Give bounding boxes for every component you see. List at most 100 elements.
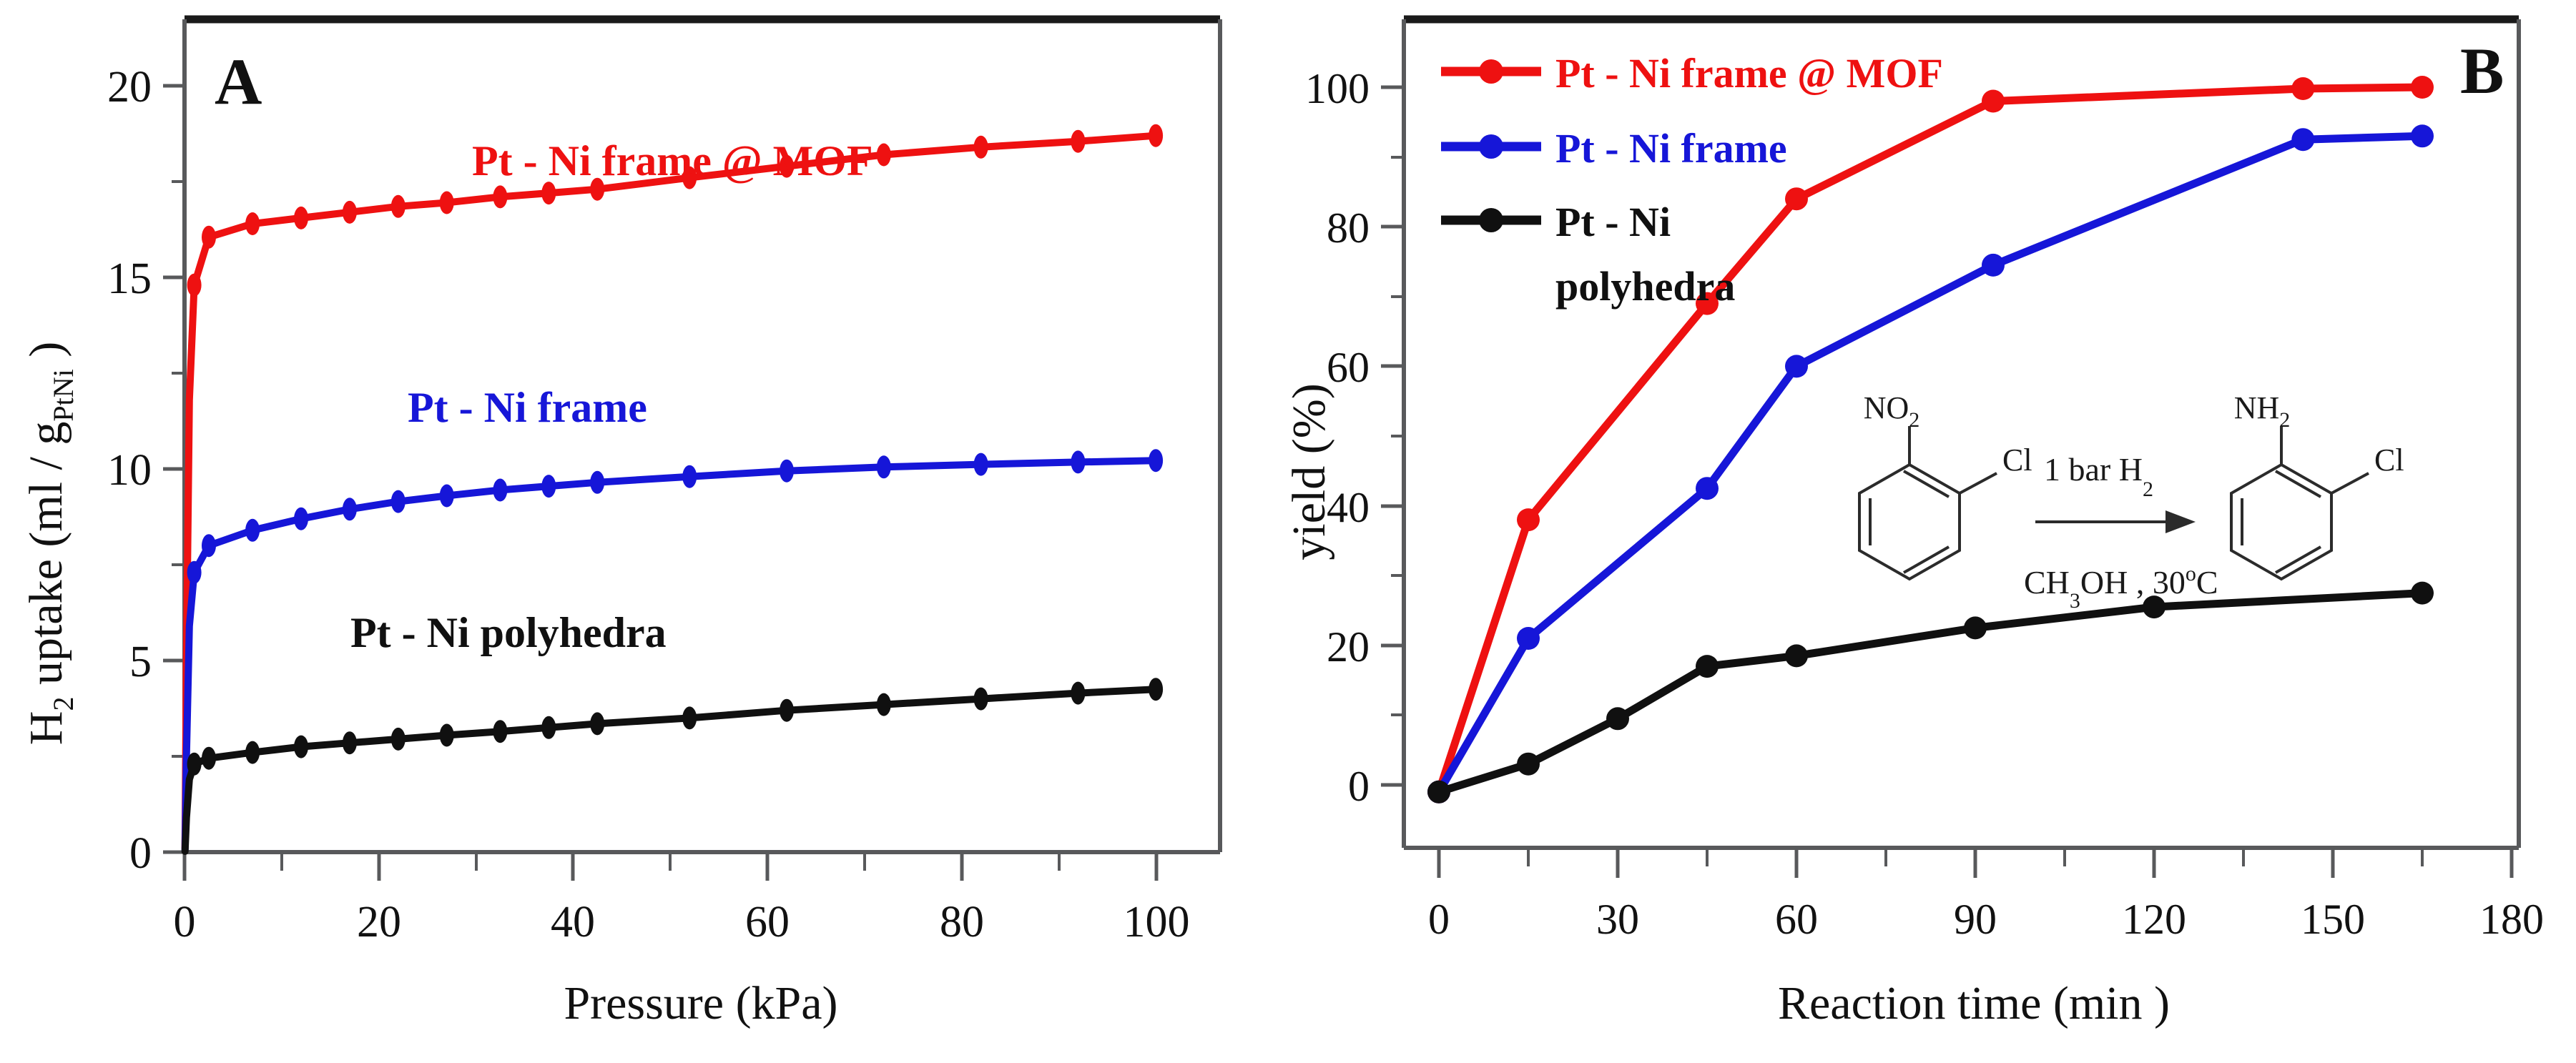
panel-b-ytick-40: 40 — [1327, 484, 1370, 531]
panel-a-marker-1-10 — [493, 478, 508, 502]
condition-below-deg: o — [2186, 562, 2196, 585]
panel-a-marker-0-6 — [294, 206, 308, 229]
panel-a-ytick-20: 20 — [107, 63, 152, 112]
legend-entry-blue[interactable]: Pt - Ni frame — [1441, 125, 1787, 172]
panel-b-xtick-60: 60 — [1775, 896, 1818, 943]
panel-b-marker-2-5 — [1964, 616, 1987, 640]
panel-b-y-axis-title: yield (%) — [1287, 383, 1335, 560]
panel-b-marker-0-3 — [1785, 187, 1808, 211]
panel-b-ytick-80: 80 — [1327, 204, 1370, 252]
legend-label-blue: Pt - Ni frame — [1555, 125, 1787, 172]
panel-b-xtick-180: 180 — [2479, 896, 2544, 943]
panel-b-ytick-60: 60 — [1327, 344, 1370, 391]
panel-a-marker-0-14 — [780, 154, 794, 178]
reaction-scheme-inset: NO2 Cl 1 bar H2 CH3OH , 30oC — [1858, 390, 2404, 613]
panel-a-marker-1-14 — [780, 459, 794, 483]
panel-a-marker-1-5 — [245, 518, 260, 542]
panel-b-ytick-20: 20 — [1327, 623, 1370, 671]
panel-a-ytick-0: 0 — [129, 829, 152, 878]
panel-b-svg: 0 20 40 60 80 100 0 — [1287, 15, 2544, 1029]
condition-above-label: 1 bar H2 — [2044, 451, 2153, 501]
panel-a: 0 5 10 15 20 0 20 40 60 — [0, 0, 1287, 1063]
panel-a-marker-1-6 — [294, 507, 308, 530]
panel-b-xtick-0: 0 — [1428, 896, 1450, 943]
legend-swatch-marker-black — [1479, 208, 1503, 232]
condition-below-oh: OH , 30 — [2080, 564, 2186, 600]
panel-b: 0 20 40 60 80 100 0 — [1287, 0, 2576, 1063]
panel-a-marker-1-16 — [973, 453, 988, 476]
panel-a-ylabel-h: H — [20, 711, 72, 746]
panel-a-marker-0-11 — [541, 182, 556, 205]
panel-a-xtick-80: 80 — [940, 898, 984, 946]
panel-a-marker-1-18 — [1149, 449, 1164, 473]
legend-entry-red[interactable]: Pt - Ni frame @ MOF — [1441, 50, 1943, 97]
panel-b-marker-2-6 — [2143, 595, 2165, 619]
panel-b-marker-2-1 — [1517, 752, 1540, 776]
panel-b-marker-1-5 — [2291, 128, 2315, 152]
panel-a-curves — [181, 124, 1164, 855]
panel-a-marker-2-15 — [876, 693, 891, 716]
panel-a-y-axis-title: H2 uptake (ml / gPtNi ) — [20, 342, 79, 745]
panel-a-marker-2-17 — [1071, 681, 1086, 705]
panel-b-marker-1-4 — [1982, 253, 2005, 277]
panel-a-ytick-15: 15 — [107, 254, 152, 303]
panel-a-marker-0-5 — [245, 212, 260, 235]
product-nh2-label: NH2 — [2234, 390, 2291, 432]
panel-a-marker-0-17 — [1071, 129, 1086, 153]
panel-a-marker-0-18 — [1149, 124, 1164, 147]
panel-b-xtick-90: 90 — [1954, 896, 1997, 943]
reactant-molecule: NO2 Cl — [1858, 390, 2032, 581]
condition-below-c: C — [2196, 564, 2218, 600]
panel-b-marker-0-6 — [2411, 76, 2434, 99]
panel-a-letter: A — [215, 45, 262, 118]
panel-a-marker-2-18 — [1149, 678, 1164, 701]
panel-a-marker-0-12 — [590, 177, 605, 201]
panel-a-xtick-100: 100 — [1124, 898, 1190, 946]
condition-below-label: CH3OH , 30oC — [2024, 562, 2218, 613]
panel-a-marker-2-16 — [973, 687, 988, 711]
panel-b-marker-0-5 — [2291, 77, 2315, 100]
panel-a-marker-0-16 — [973, 135, 988, 159]
condition-above-sub: 2 — [2143, 478, 2153, 501]
panel-b-marker-1-1 — [1517, 627, 1540, 650]
panel-b-marker-0-2 — [1696, 292, 1719, 315]
panel-a-marker-2-11 — [541, 716, 556, 739]
panel-b-ytick-0: 0 — [1348, 763, 1370, 810]
panel-a-marker-2-3 — [187, 752, 202, 776]
panel-b-marker-1-6 — [2411, 124, 2434, 148]
panel-b-xtick-120: 120 — [2122, 896, 2186, 943]
panel-a-marker-1-11 — [541, 475, 556, 498]
panel-a-xtick-20: 20 — [357, 898, 401, 946]
product-molecule: NH2 Cl — [2230, 390, 2404, 581]
panel-a-marker-2-5 — [245, 741, 260, 764]
panel-a-marker-2-8 — [390, 727, 405, 751]
panel-a-marker-2-4 — [202, 746, 216, 770]
panel-a-marker-0-15 — [876, 143, 891, 167]
panel-a-marker-0-10 — [493, 185, 508, 209]
panel-a-marker-1-17 — [1071, 450, 1086, 474]
panel-a-x-ticks — [182, 852, 1159, 881]
legend-label-black-1: Pt - Ni — [1555, 199, 1671, 245]
panel-b-curve-0 — [1435, 83, 2427, 796]
panel-a-ylabel-rest: uptake (ml / g — [20, 422, 72, 697]
reactant-cl-label: Cl — [2002, 442, 2032, 478]
panel-b-curves — [1427, 76, 2434, 804]
legend-entry-black[interactable]: Pt - Ni polyhedra — [1441, 199, 1735, 310]
panel-a-y-ticks — [163, 84, 185, 854]
panel-a-xtick-60: 60 — [745, 898, 790, 946]
panel-b-marker-2-7 — [2411, 581, 2434, 605]
panel-b-ytick-100: 100 — [1305, 65, 1370, 112]
arrow-head-icon — [2165, 510, 2196, 533]
panel-a-ylabel-sub2: 2 — [47, 697, 79, 711]
panel-b-legend: Pt - Ni frame @ MOF Pt - Ni frame Pt - N… — [1441, 50, 1943, 310]
panel-a-curve-1 — [181, 457, 1160, 854]
panel-a-svg: 0 5 10 15 20 0 20 40 60 — [20, 15, 1222, 1029]
panel-a-series-label-blue: Pt - Ni frame — [408, 384, 647, 431]
reactant-no2-main: NO — [1864, 390, 1909, 425]
condition-below-ch: CH — [2024, 564, 2070, 600]
panel-a-marker-1-3 — [187, 560, 202, 584]
panel-a-marker-1-15 — [876, 455, 891, 479]
panel-b-marker-2-0 — [1427, 780, 1450, 804]
panel-b-ylabel-text: yield (%) — [1287, 383, 1335, 560]
